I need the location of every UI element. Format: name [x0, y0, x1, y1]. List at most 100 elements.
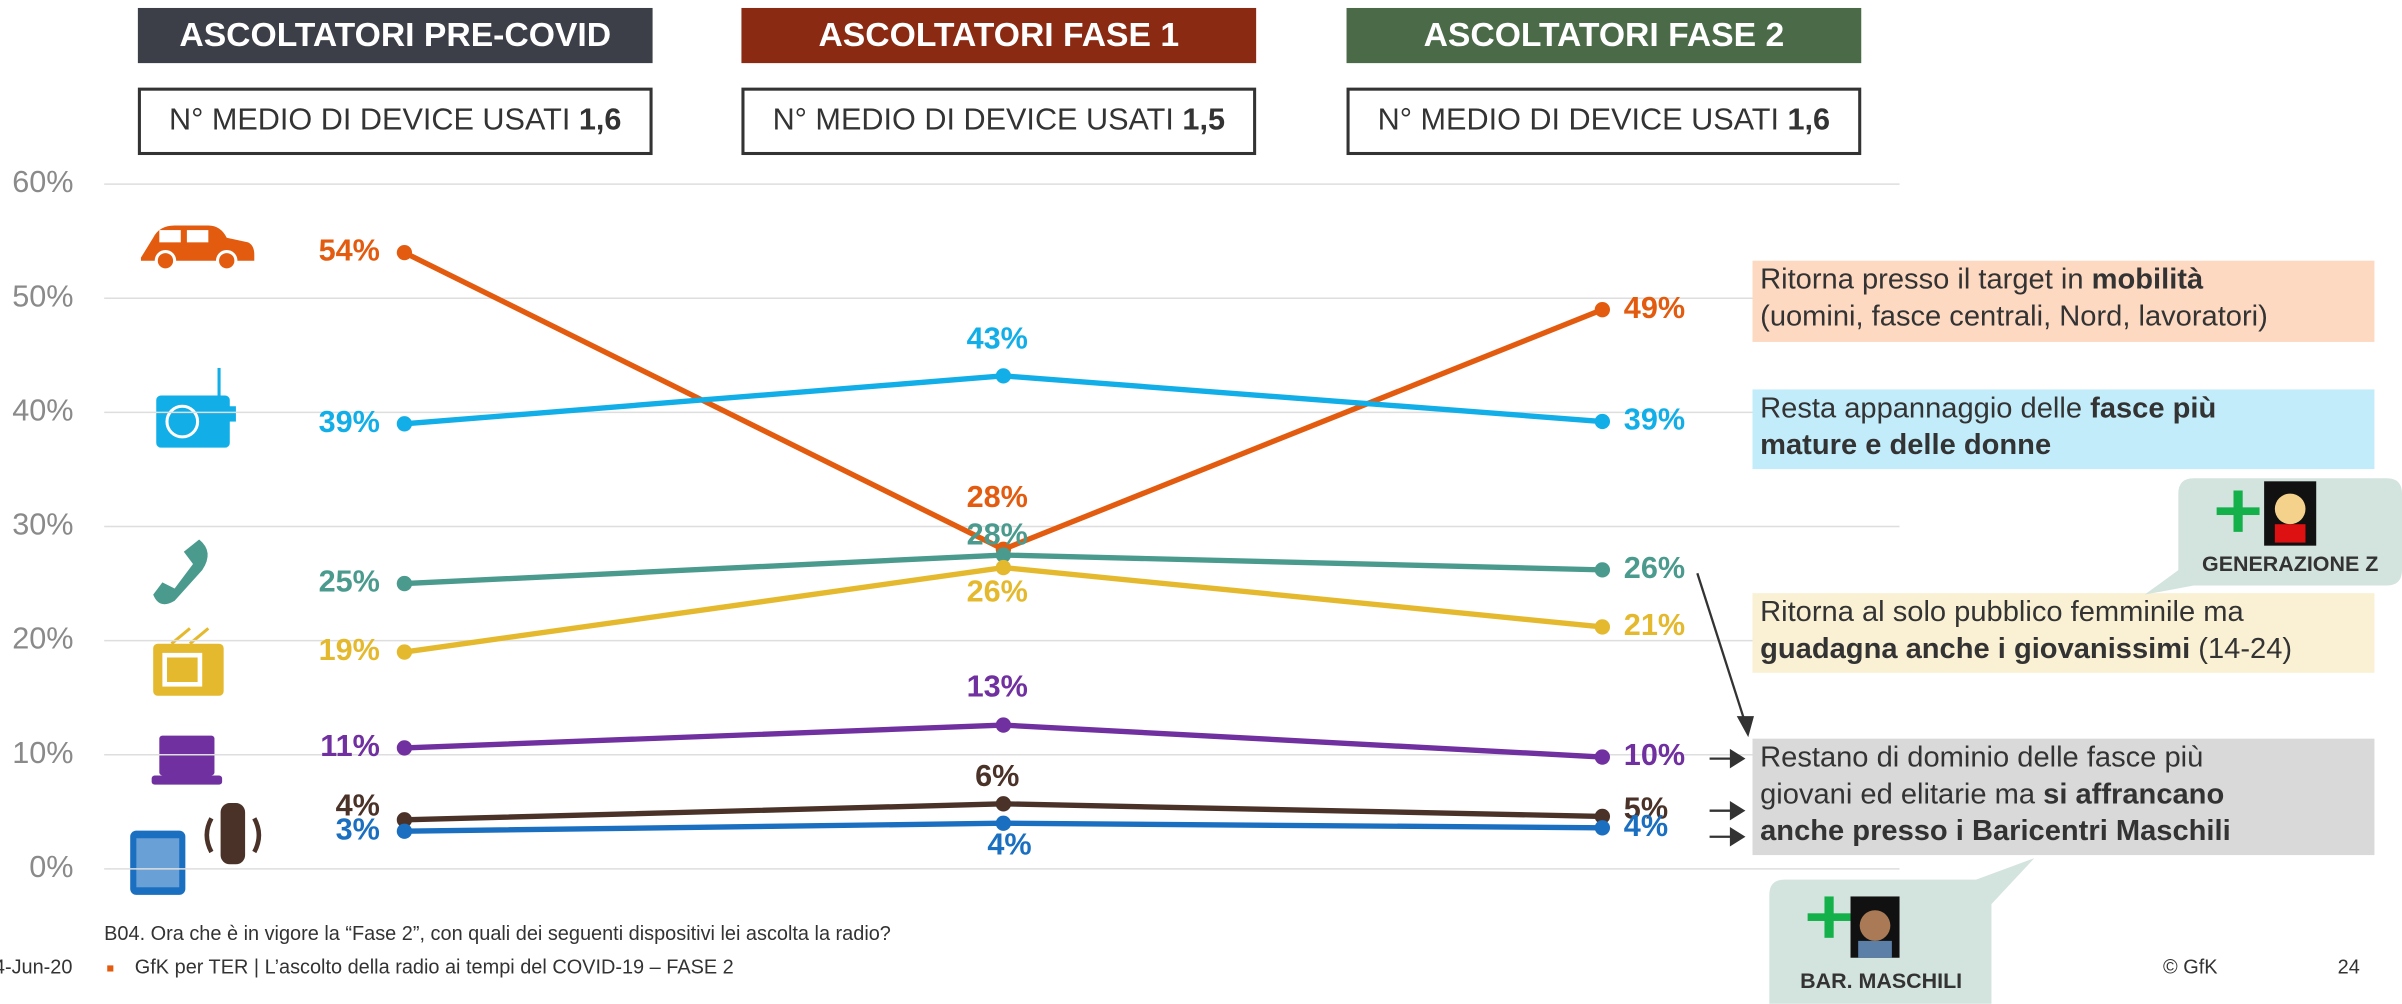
value-label: 54% [319, 234, 380, 268]
value-label: 6% [975, 759, 1019, 793]
point [1594, 619, 1611, 635]
value-label: 26% [1624, 551, 1685, 585]
footnote: B04. Ora che è in vigore la “Fase 2”, co… [104, 923, 891, 945]
y-tick-label: 30% [12, 508, 73, 542]
annotation-text: Ritorna al solo pubblico femminile ma [1760, 596, 2244, 628]
annotation-box [1752, 389, 2375, 470]
footer-source: GfK per TER | L’ascolto della radio ai t… [135, 957, 734, 979]
annotation-text: guadagna anche i giovanissimi (14-24) [1760, 633, 2292, 665]
point [995, 368, 1012, 384]
value-label: 10% [1624, 738, 1685, 772]
value-label: 39% [319, 405, 380, 439]
device-count: 1,5 [1182, 102, 1225, 136]
point [1594, 820, 1611, 836]
value-label: 4% [1624, 809, 1668, 843]
point [1594, 749, 1611, 765]
device-box [137, 87, 653, 156]
device-text: N° MEDIO DI DEVICE USATI 1,6 [1378, 102, 1830, 136]
point [995, 815, 1012, 831]
y-tick-label: 50% [12, 279, 73, 313]
annotation-box [1752, 260, 2375, 342]
annotation-segment: fasce più [2090, 392, 2216, 424]
annotation-text: Resta appannaggio delle fasce più [1760, 392, 2216, 424]
point [396, 812, 413, 828]
value-label: 3% [336, 812, 380, 846]
value-label: 28% [967, 518, 1028, 552]
icons [130, 225, 262, 895]
plot: ASCOLTATORI PRE-COVID N° MEDIO DI DEVICE … [12, 7, 2375, 884]
point [396, 823, 413, 839]
header-box [137, 7, 653, 64]
annotation-segment: mobilità [2092, 263, 2204, 295]
callout-label: GENERAZIONE Z [2202, 552, 2378, 576]
value-label: 13% [967, 669, 1028, 703]
device-label: N° MEDIO DI DEVICE USATI [773, 102, 1174, 136]
value-label: 49% [1624, 291, 1685, 325]
annotation-segment: Ritorna presso il target in [1760, 263, 2092, 295]
point [995, 559, 1012, 576]
annotation-segment: (14-24) [2190, 633, 2292, 665]
point [396, 740, 413, 756]
value-label: 4% [336, 789, 380, 823]
device-count: 1,6 [1788, 102, 1831, 136]
header-box [1346, 7, 1862, 64]
annotation-segment: si affrancano [2043, 778, 2224, 810]
point [396, 644, 413, 660]
y-tick-label: 20% [12, 622, 73, 656]
device-text: N° MEDIO DI DEVICE USATI 1,6 [169, 102, 621, 136]
value-label: 4% [987, 827, 1031, 861]
annotation-segment: anche presso i Baricentri Maschili [1760, 815, 2231, 847]
annotation-text: giovani ed elitarie ma si affrancano [1760, 778, 2224, 810]
annotation-segment: (uomini, fasce centrali, Nord, lavorator… [1760, 300, 2268, 332]
value-label: 21% [1624, 608, 1685, 642]
value-label: 5% [1624, 791, 1668, 825]
annotation-text: (uomini, fasce centrali, Nord, lavorator… [1760, 300, 2268, 332]
device-label: N° MEDIO DI DEVICE USATI [169, 102, 570, 136]
y-tick-label: 40% [12, 393, 73, 427]
point [995, 547, 1012, 563]
header-title: ASCOLTATORI FASE 1 [818, 16, 1179, 54]
device-box [1346, 87, 1862, 156]
value-label: 26% [967, 575, 1028, 609]
y-tick-label: 0% [29, 850, 73, 884]
point [1594, 413, 1611, 430]
annotation-segment: Ritorna al solo pubblico femminile ma [1760, 596, 2244, 628]
device-count: 1,6 [579, 102, 622, 136]
annotation-segment: Restano di dominio delle fasce più [1760, 741, 2203, 773]
bullet [107, 965, 114, 972]
y-tick-label: 10% [12, 736, 73, 770]
device-label: N° MEDIO DI DEVICE USATI [1378, 102, 1779, 136]
annotation-box [1752, 593, 2375, 673]
device-text: N° MEDIO DI DEVICE USATI 1,5 [773, 102, 1225, 136]
point [995, 717, 1012, 733]
annotation-box [1752, 738, 2375, 856]
page-number: 24 [2338, 957, 2360, 979]
callout-label: BAR. MASCHILI [1800, 969, 1962, 993]
footer-date: 4-Jun-20 [0, 957, 72, 979]
point [995, 796, 1012, 812]
value-label: 43% [967, 322, 1028, 356]
value-label: 11% [320, 729, 380, 763]
value-label: 25% [319, 565, 380, 599]
point [396, 416, 413, 432]
device-box [741, 87, 1257, 156]
annotation-segment: Resta appannaggio delle [1760, 392, 2090, 424]
value-label: 39% [1624, 403, 1685, 437]
value-label: 28% [967, 480, 1028, 514]
value-label: 19% [319, 633, 380, 667]
annotation-text: mature e delle donne [1760, 429, 2051, 461]
callout-bar: BAR. MASCHILI [1769, 858, 2035, 1004]
connectors [1696, 572, 1754, 847]
annotation-text: anche presso i Baricentri Maschili [1760, 815, 2231, 847]
y-tick-label: 60% [12, 165, 73, 199]
header-title: ASCOLTATORI FASE 2 [1424, 16, 1785, 54]
point [396, 575, 413, 592]
annotation-segment: mature e delle donne [1760, 429, 2051, 461]
point [1594, 808, 1611, 825]
annotation-text: Restano di dominio delle fasce più [1760, 741, 2203, 773]
annotation-segment: giovani ed elitarie ma [1760, 778, 2043, 810]
header-box [741, 7, 1257, 64]
footer-copyright: © GfK [2163, 957, 2218, 979]
